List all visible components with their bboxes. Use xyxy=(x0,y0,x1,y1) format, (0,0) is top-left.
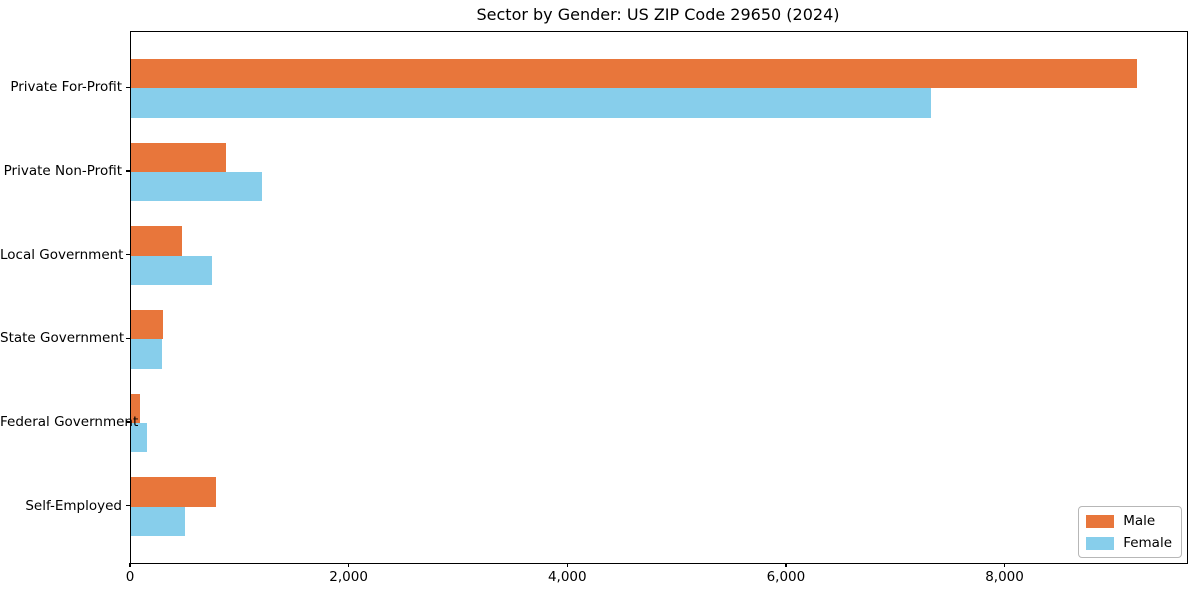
y-tick-mark xyxy=(126,421,130,423)
x-tick-mark xyxy=(1003,563,1006,568)
legend-item-male: Male xyxy=(1086,513,1172,529)
legend-swatch-female xyxy=(1086,536,1115,550)
x-tick-label: 2,000 xyxy=(329,569,368,585)
bar-male-3 xyxy=(131,226,183,256)
chart-title: Sector by Gender: US ZIP Code 29650 (202… xyxy=(476,5,840,24)
x-tick-mark xyxy=(129,563,131,568)
legend-label-female: Female xyxy=(1123,535,1172,551)
bars-layer xyxy=(131,32,1187,563)
bar-female-1 xyxy=(131,88,932,118)
y-tick-mark xyxy=(126,254,130,256)
legend: Male Female xyxy=(1078,506,1182,558)
x-tick-label: 8,000 xyxy=(985,569,1024,585)
plot-area: Male Female xyxy=(130,31,1188,564)
x-tick-mark xyxy=(348,563,350,568)
bar-male-6 xyxy=(131,477,216,507)
y-tick-label: Local Government xyxy=(0,246,124,263)
y-tick-mark xyxy=(126,170,130,172)
x-tick-label: 0 xyxy=(125,569,135,585)
bar-male-4 xyxy=(131,310,164,340)
legend-label-male: Male xyxy=(1123,513,1156,529)
bar-male-5 xyxy=(131,393,140,423)
bar-male-1 xyxy=(131,59,1137,89)
y-tick-label: State Government xyxy=(0,330,125,347)
x-tick-label: 6,000 xyxy=(766,569,806,585)
legend-swatch-male xyxy=(1086,514,1115,528)
bar-female-4 xyxy=(131,339,162,369)
y-tick-label: Federal Government xyxy=(0,413,139,430)
bar-male-2 xyxy=(131,142,227,173)
y-tick-label: Private Non-Profit xyxy=(3,163,122,180)
bar-female-5 xyxy=(131,422,148,453)
x-tick-mark xyxy=(566,563,568,568)
x-tick-label: 4,000 xyxy=(547,569,587,585)
x-tick-mark xyxy=(785,563,787,568)
y-tick-label: Self-Employed xyxy=(25,497,122,514)
y-tick-mark xyxy=(126,504,130,507)
bar-female-6 xyxy=(131,506,185,536)
bar-female-2 xyxy=(131,172,263,202)
legend-item-female: Female xyxy=(1086,535,1172,551)
y-tick-mark xyxy=(126,86,130,89)
y-tick-mark xyxy=(126,337,130,339)
y-tick-label: Private For-Profit xyxy=(10,79,122,96)
bar-female-3 xyxy=(131,255,212,285)
